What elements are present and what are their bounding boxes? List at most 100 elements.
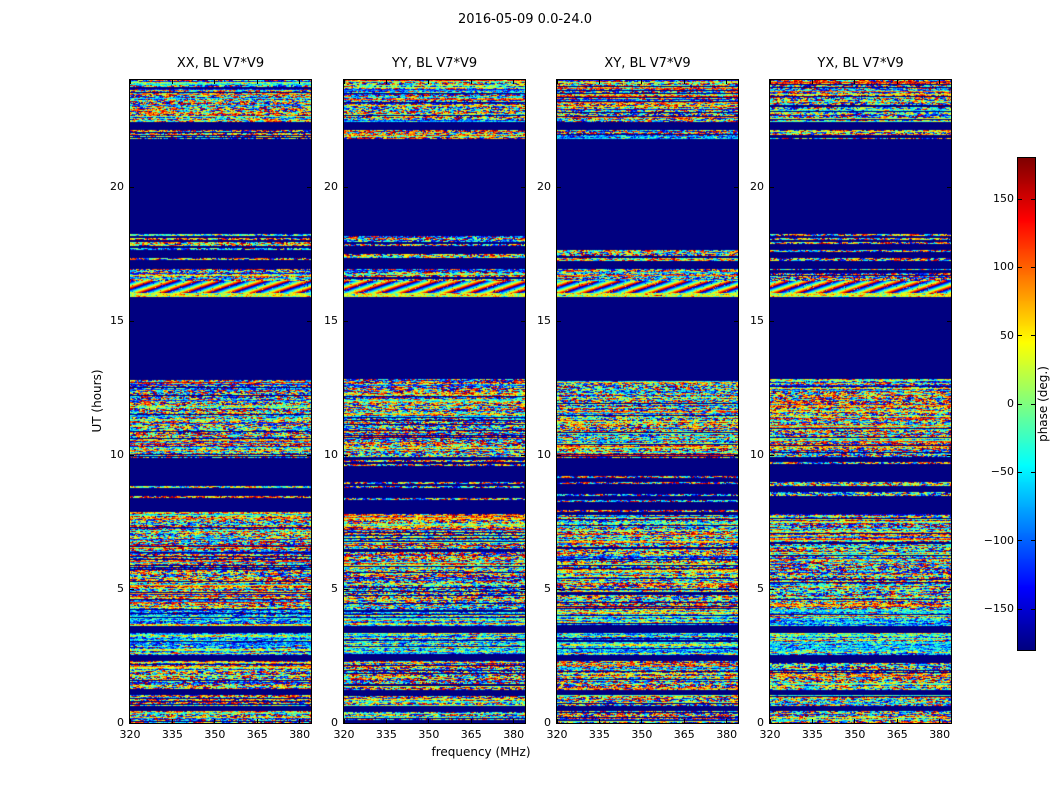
- phase-heatmap-canvas: [344, 80, 525, 723]
- y-tick-label: 5: [757, 582, 764, 596]
- tick-mark: [683, 719, 685, 723]
- panel-title: YX, BL V7*V9: [817, 56, 904, 71]
- tick-mark: [130, 186, 134, 188]
- x-tick-label: 365: [886, 728, 908, 741]
- tick-mark: [641, 719, 643, 723]
- tick-mark: [1018, 198, 1022, 200]
- y-tick-label: 20: [110, 180, 124, 194]
- colorbar-tick-label: 50: [1000, 328, 1014, 342]
- y-tick-label: 15: [750, 314, 764, 328]
- tick-mark: [557, 320, 561, 322]
- tick-mark: [734, 722, 738, 724]
- y-tick-label: 5: [331, 582, 338, 596]
- tick-mark: [1031, 335, 1035, 337]
- panel-xy: XY, BL V7*V9 0 5 10 15 20 320 335 350 365 380: [537, 56, 739, 741]
- tick-mark: [171, 80, 173, 84]
- y-tick-label: 0: [331, 716, 338, 729]
- tick-mark: [171, 719, 173, 723]
- tick-mark: [557, 588, 561, 590]
- y-tick-label: 5: [544, 582, 551, 596]
- tick-mark: [428, 80, 430, 84]
- tick-mark: [1031, 471, 1035, 473]
- tick-mark: [521, 722, 525, 724]
- tick-mark: [1018, 266, 1022, 268]
- x-tick-label: 320: [759, 728, 781, 741]
- tick-mark: [770, 588, 774, 590]
- tick-mark: [770, 320, 774, 322]
- tick-mark: [770, 80, 771, 84]
- tick-mark: [214, 719, 216, 723]
- tick-mark: [344, 80, 345, 84]
- tick-mark: [770, 722, 774, 724]
- tick-mark: [947, 186, 951, 188]
- tick-mark: [683, 80, 685, 84]
- tick-mark: [1018, 335, 1022, 337]
- x-tick-label: 380: [503, 728, 525, 741]
- tick-mark: [344, 320, 348, 322]
- tick-mark: [385, 80, 387, 84]
- tick-mark: [307, 320, 311, 322]
- panel-title: YY, BL V7*V9: [391, 56, 478, 71]
- x-tick-label: 380: [716, 728, 738, 741]
- colorbar: 150 100 50 0 −50 −100 −150: [984, 157, 1036, 651]
- tick-mark: [513, 80, 515, 84]
- tick-mark: [811, 80, 813, 84]
- y-tick-label: 20: [750, 180, 764, 194]
- tick-mark: [641, 80, 643, 84]
- y-tick-label: 0: [544, 716, 551, 729]
- tick-mark: [130, 320, 134, 322]
- tick-mark: [726, 719, 728, 723]
- tick-mark: [947, 588, 951, 590]
- y-tick-label: 15: [537, 314, 551, 328]
- tick-mark: [896, 80, 898, 84]
- y-tick-label: 15: [324, 314, 338, 328]
- tick-mark: [726, 80, 728, 84]
- panel-title: XY, BL V7*V9: [604, 56, 691, 71]
- x-tick-label: 320: [119, 728, 141, 741]
- tick-mark: [770, 719, 771, 723]
- x-tick-label: 335: [375, 728, 397, 741]
- tick-mark: [307, 454, 311, 456]
- x-tick-label: 320: [546, 728, 568, 741]
- y-tick-label: 10: [537, 448, 551, 462]
- tick-mark: [428, 719, 430, 723]
- tick-mark: [811, 719, 813, 723]
- tick-mark: [557, 80, 558, 84]
- panel-xx: XX, BL V7*V9 0 5 10 15 20 320 335 350 365 380: [110, 56, 312, 741]
- tick-mark: [598, 719, 600, 723]
- tick-mark: [939, 719, 941, 723]
- tick-mark: [1018, 471, 1022, 473]
- tick-mark: [307, 722, 311, 724]
- tick-mark: [1018, 608, 1022, 610]
- tick-mark: [939, 80, 941, 84]
- tick-mark: [513, 719, 515, 723]
- tick-mark: [214, 80, 216, 84]
- tick-mark: [344, 454, 348, 456]
- tick-mark: [307, 588, 311, 590]
- tick-mark: [854, 719, 856, 723]
- tick-mark: [299, 80, 301, 84]
- tick-mark: [521, 320, 525, 322]
- y-tick-label: 5: [117, 582, 124, 596]
- tick-mark: [130, 588, 134, 590]
- tick-mark: [557, 454, 561, 456]
- y-tick-label: 0: [117, 716, 124, 729]
- tick-mark: [344, 588, 348, 590]
- colorbar-gradient-canvas: [1018, 158, 1035, 650]
- tick-mark: [557, 186, 561, 188]
- tick-mark: [299, 719, 301, 723]
- tick-mark: [947, 320, 951, 322]
- tick-mark: [557, 722, 561, 724]
- colorbar-tick-label: −100: [983, 533, 1014, 547]
- x-tick-label: 380: [289, 728, 311, 741]
- panel-title: XX, BL V7*V9: [176, 56, 265, 71]
- y-tick-label: 10: [324, 448, 338, 462]
- tick-mark: [256, 719, 258, 723]
- tick-mark: [1018, 403, 1022, 405]
- colorbar-label: phase (deg.): [1036, 366, 1050, 442]
- tick-mark: [130, 722, 134, 724]
- tick-mark: [130, 454, 134, 456]
- tick-mark: [770, 454, 774, 456]
- tick-mark: [344, 186, 348, 188]
